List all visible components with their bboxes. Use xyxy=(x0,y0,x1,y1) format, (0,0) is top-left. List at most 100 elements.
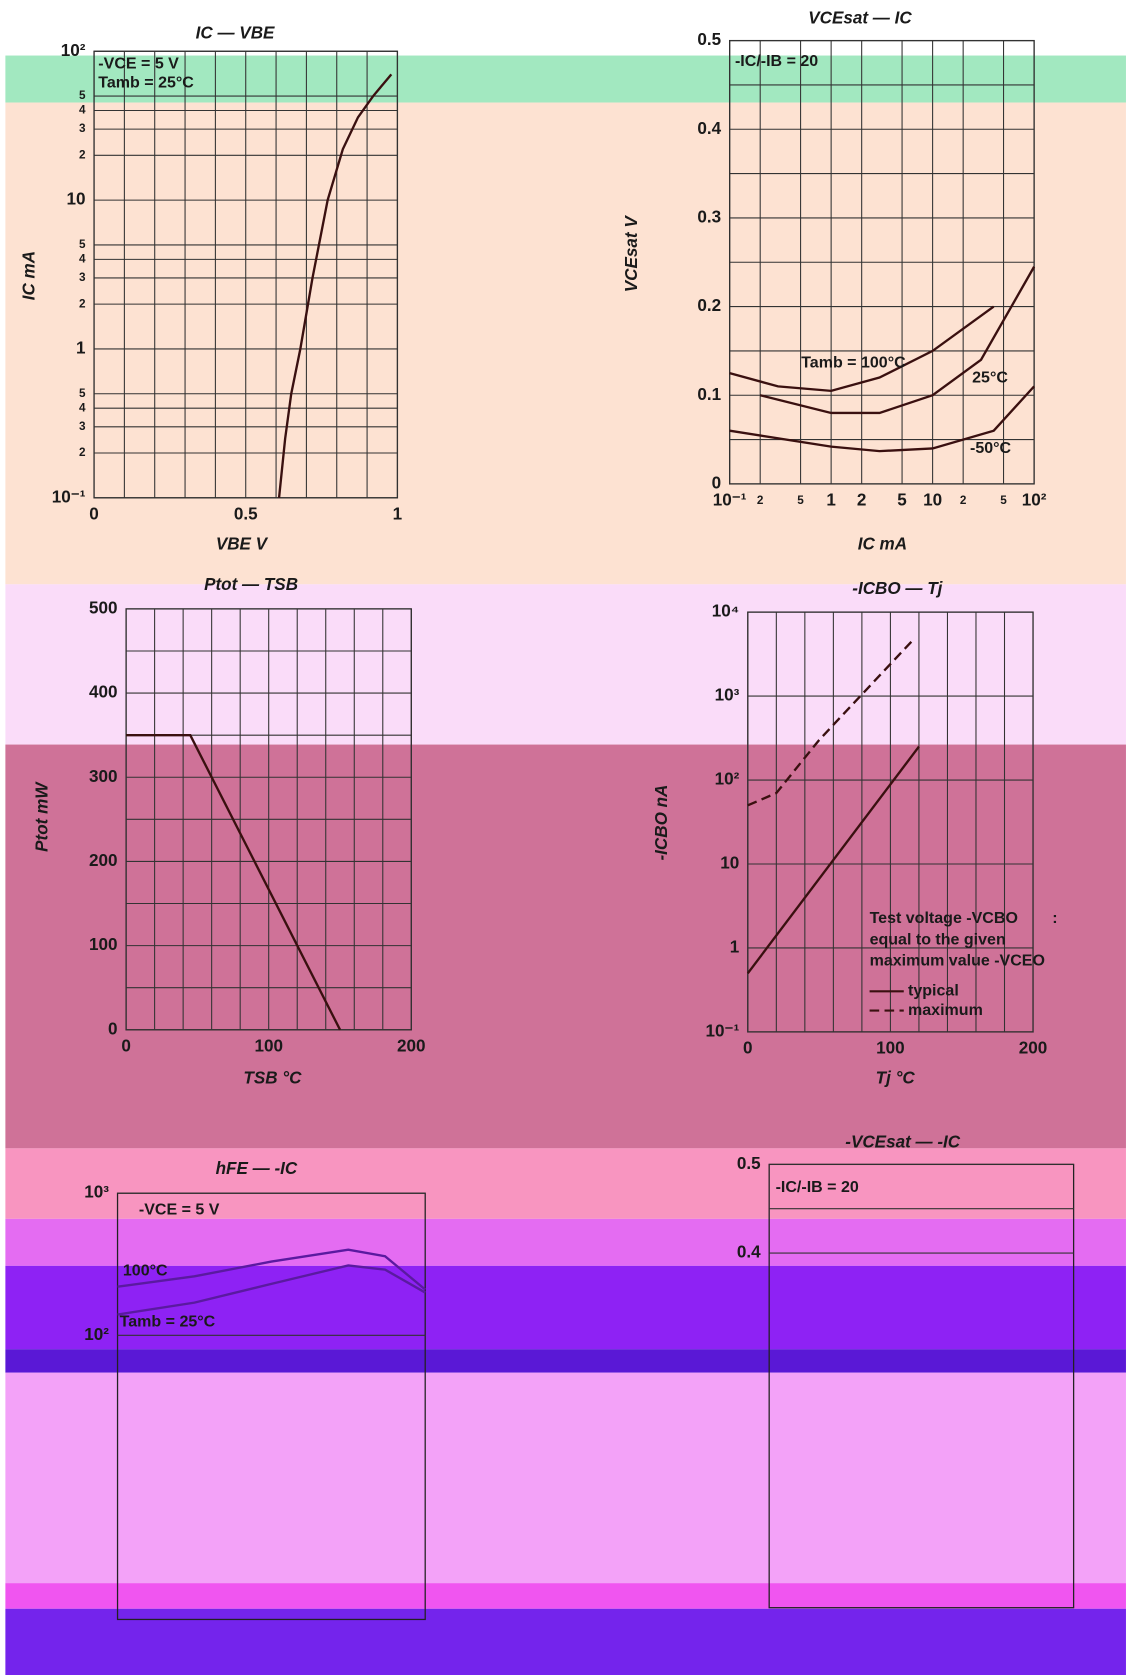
x-tick-label: 10⁻¹ xyxy=(713,491,747,510)
x-tick-label: 2 xyxy=(757,494,764,507)
y-tick-label: 10 xyxy=(720,854,739,873)
chart: 10² 10³ hFE — -IC -VCE = 5 V 100°C Tamb = 25°… xyxy=(84,1159,426,1621)
y-tick-label: 2 xyxy=(79,148,86,161)
y-tick-label: 1 xyxy=(730,937,740,956)
y-axis-label: VCEsat V xyxy=(622,215,641,293)
y-tick-label: 3 xyxy=(79,122,86,135)
x-tick-label: 0.5 xyxy=(234,504,258,523)
y-tick-label: 2 xyxy=(79,446,86,459)
y-tick-label: 10 xyxy=(66,190,85,209)
x-tick-label: 5 xyxy=(1000,494,1007,507)
chart-title: hFE — -IC xyxy=(216,1159,298,1178)
series-line xyxy=(277,73,393,498)
legend-label: maximum xyxy=(908,1001,983,1019)
x-tick-label: 10 xyxy=(923,491,942,510)
x-tick-label: 10² xyxy=(1022,491,1047,510)
y-tick-label: 5 xyxy=(79,387,86,400)
series-line xyxy=(747,640,913,807)
x-tick-label: 100 xyxy=(876,1039,905,1058)
x-tick-label: 5 xyxy=(897,491,907,510)
band xyxy=(5,1372,1126,1584)
y-tick-label: 10⁴ xyxy=(712,602,739,621)
annotation: -IC/-IB = 20 xyxy=(735,52,818,70)
y-tick-label: 10² xyxy=(715,770,740,789)
y-tick-label: 4 xyxy=(79,104,86,117)
chart: 0 100 200 0 100 200 300 400 500 Ptot — TSB TSB °C P… xyxy=(32,575,425,1088)
y-tick-label: 10⁻¹ xyxy=(52,487,86,506)
annotation: -IC/-IB = 20 xyxy=(776,1178,859,1196)
chart: 0 100 200 10⁻¹ 1 10 10² 10³ 10⁴ -ICBO — Tj Tj °C -I… xyxy=(652,579,1058,1087)
x-tick-label: 200 xyxy=(1019,1039,1048,1058)
y-tick-label: 0.5 xyxy=(697,30,721,49)
series-line xyxy=(729,305,995,393)
x-tick-label: 2 xyxy=(960,494,967,507)
x-tick-label: 100 xyxy=(254,1036,283,1055)
y-tick-label: 4 xyxy=(79,252,86,265)
chart-title: VCEsat — IC xyxy=(808,9,912,28)
y-tick-label: 400 xyxy=(89,683,118,702)
chart-title: -VCEsat — -IC xyxy=(845,1133,960,1152)
series-label: Tamb = 100°C xyxy=(801,353,906,371)
annotation: Test voltage -VCBO xyxy=(870,909,1018,927)
y-tick-label: 0.1 xyxy=(697,385,721,404)
x-tick-label: 1 xyxy=(393,504,403,523)
y-tick-label: 0.4 xyxy=(737,1243,761,1262)
y-tick-label: 10² xyxy=(61,41,86,60)
band xyxy=(5,1608,1126,1675)
x-tick-label: 1 xyxy=(826,491,836,510)
series-label: 100°C xyxy=(123,1261,168,1279)
x-axis-label: VBE V xyxy=(216,534,269,553)
chart-title: IC — VBE xyxy=(196,24,275,43)
y-tick-label: 0.5 xyxy=(737,1154,761,1173)
y-tick-label: 3 xyxy=(79,420,86,433)
y-tick-label: 0 xyxy=(712,473,722,492)
x-tick-label: 200 xyxy=(397,1036,426,1055)
annotation: Tamb = 25°C xyxy=(98,74,194,92)
y-tick-label: 0.3 xyxy=(697,207,721,226)
y-tick-label: 2 xyxy=(79,297,86,310)
chart-title: Ptot — TSB xyxy=(204,575,298,594)
band xyxy=(5,1218,1126,1266)
y-tick-label: 100 xyxy=(89,935,118,954)
series-line xyxy=(126,733,342,1031)
band xyxy=(5,1349,1126,1373)
chart: 10⁻¹ 2 5 1 2 5 10 2 5 10² 0 0.1 0.2 0.3 0.4 0.5 VCEsat —… xyxy=(622,9,1047,554)
x-axis-label: TSB °C xyxy=(243,1068,302,1087)
y-tick-label: 0 xyxy=(108,1019,118,1038)
band xyxy=(5,1148,1126,1219)
series-line xyxy=(117,1264,426,1316)
chart: 0.4 0.5 -VCEsat — -IC -IC/-IB = 20 xyxy=(737,1133,1075,1609)
series-label: 25°C xyxy=(972,368,1008,386)
x-axis-label: IC mA xyxy=(858,534,907,553)
y-tick-label: 10⁻¹ xyxy=(706,1021,740,1040)
series-label: -50°C xyxy=(970,439,1012,457)
x-axis-label: Tj °C xyxy=(876,1068,916,1087)
y-axis-label: IC mA xyxy=(19,251,38,300)
band xyxy=(5,1583,1126,1609)
x-tick-label: 0 xyxy=(743,1039,753,1058)
chart-title: -ICBO — Tj xyxy=(852,579,943,598)
x-tick-label: 5 xyxy=(797,494,804,507)
y-tick-label: 300 xyxy=(89,767,118,786)
y-tick-label: 4 xyxy=(79,401,86,414)
annotation: maximum value -VCEO xyxy=(870,952,1045,970)
x-tick-label: 2 xyxy=(857,491,867,510)
x-tick-label: 0 xyxy=(121,1036,131,1055)
y-tick-label: 10³ xyxy=(715,686,740,705)
series-line xyxy=(117,1248,426,1291)
band xyxy=(5,744,1126,1149)
annotation: : xyxy=(1052,909,1057,927)
y-tick-label: 1 xyxy=(76,338,86,357)
x-tick-label: 0 xyxy=(89,504,99,523)
annotation: -VCE = 5 V xyxy=(139,1201,220,1219)
series-line xyxy=(729,385,1035,453)
y-tick-label: 10² xyxy=(84,1325,109,1344)
y-axis-label: Ptot mW xyxy=(32,781,51,852)
band xyxy=(5,102,1126,585)
y-tick-label: 200 xyxy=(89,851,118,870)
annotation: -VCE = 5 V xyxy=(98,54,179,72)
y-tick-label: 3 xyxy=(79,271,86,284)
